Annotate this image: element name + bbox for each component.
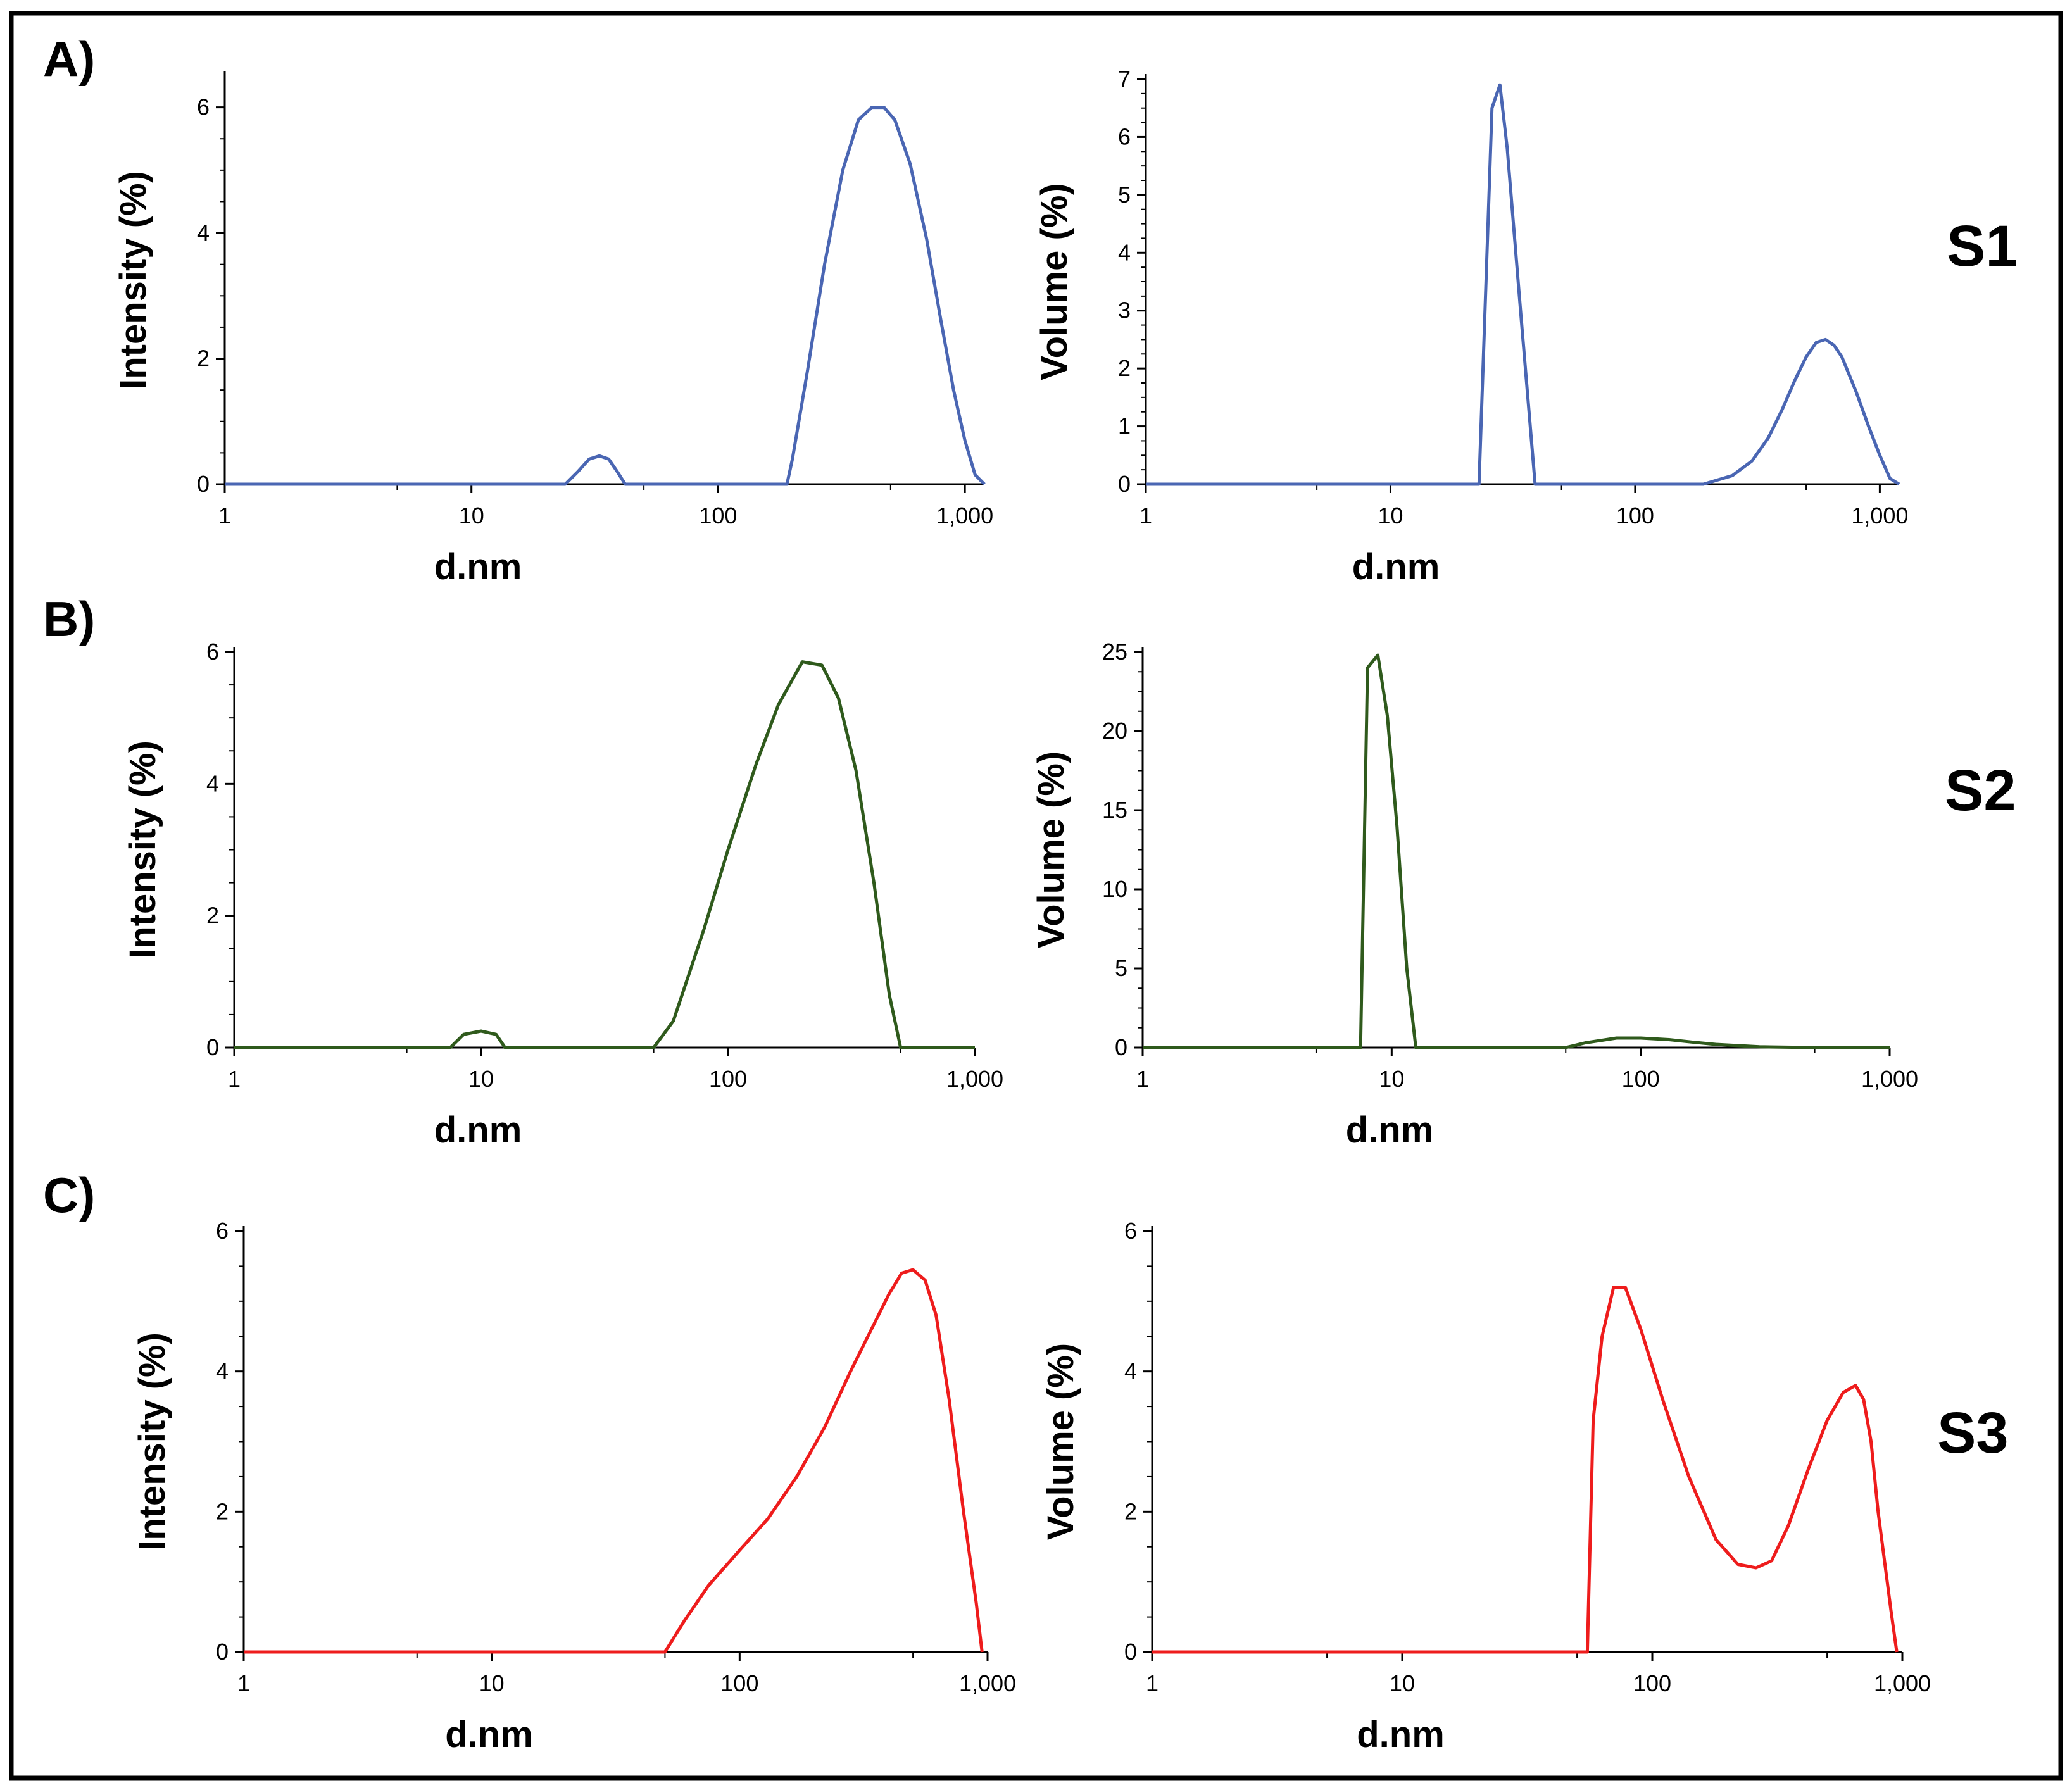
x-tick-label: 1,000 <box>959 1670 1016 1696</box>
sample-label-s1: S1 <box>1947 214 2018 279</box>
y-tick-label: 6 <box>1118 123 1131 149</box>
chart-C-intensity: 0 2 4 6 1 10 100 1,000 d.nm Intensity (%) <box>132 1218 1016 1755</box>
figure-border <box>9 11 2063 1781</box>
y-tick-label: 20 <box>1102 718 1127 744</box>
y-tick-label: 7 <box>1118 66 1131 92</box>
x-tick-label: 10 <box>1378 503 1403 529</box>
x-tick-label: 10 <box>1390 1670 1415 1696</box>
y-tick-label: 0 <box>197 471 210 497</box>
x-tick-label: 100 <box>1622 1066 1660 1092</box>
y-axis-title: Intensity (%) <box>113 171 154 389</box>
series-line <box>225 106 986 486</box>
x-tick-label: 100 <box>1633 1670 1671 1696</box>
x-tick-label: 1 <box>218 503 231 529</box>
x-tick-label: 100 <box>699 503 737 529</box>
x-tick-label: 1 <box>237 1670 250 1696</box>
y-tick-label: 2 <box>1124 1498 1137 1524</box>
y-tick-label: 4 <box>216 1358 229 1384</box>
y-tick-label: 2 <box>216 1498 229 1524</box>
series-line <box>234 660 975 1049</box>
series-line <box>1152 1286 1899 1654</box>
panel-label-c: C) <box>43 1167 95 1223</box>
y-axis-title: Intensity (%) <box>122 741 163 959</box>
y-tick-label: 0 <box>216 1639 229 1665</box>
x-tick-label: 100 <box>1616 503 1654 529</box>
sample-label-s3: S3 <box>1937 1401 2009 1465</box>
x-tick-label: 1 <box>1146 1670 1158 1696</box>
x-tick-label: 100 <box>709 1066 747 1092</box>
sample-label-s2: S2 <box>1945 758 2016 823</box>
x-tick-label: 10 <box>468 1066 494 1092</box>
chart-A-intensity: 0 2 4 6 1 10 100 1,000 d.nm Intensity (%) <box>113 71 993 587</box>
panel-label-b: B) <box>43 591 95 647</box>
chart-C-volume: 0 2 4 6 1 10 100 1,000 d.nm Volume (%) <box>1040 1218 1931 1755</box>
series-line <box>1143 653 1890 1049</box>
y-tick-label: 6 <box>206 639 219 665</box>
y-tick-label: 4 <box>1124 1358 1137 1384</box>
y-tick-label: 5 <box>1115 955 1127 981</box>
x-axis-title: d.nm <box>445 1714 533 1755</box>
y-tick-label: 6 <box>216 1218 229 1244</box>
x-tick-label: 1,000 <box>1851 503 1908 529</box>
y-tick-label: 4 <box>206 770 219 796</box>
x-axis-title: d.nm <box>1357 1714 1445 1755</box>
y-tick-label: 25 <box>1102 639 1127 665</box>
x-tick-label: 1 <box>1140 503 1152 529</box>
y-tick-label: 4 <box>197 220 210 246</box>
y-tick-label: 10 <box>1102 876 1127 902</box>
y-tick-label: 3 <box>1118 297 1131 323</box>
y-axis-title: Volume (%) <box>1034 183 1075 380</box>
x-axis-title: d.nm <box>1346 1110 1434 1151</box>
x-axis-title: d.nm <box>434 1110 522 1151</box>
y-axis-title: Volume (%) <box>1040 1343 1081 1541</box>
x-tick-label: 100 <box>720 1670 758 1696</box>
y-tick-label: 15 <box>1102 797 1127 823</box>
x-tick-label: 1 <box>228 1066 241 1092</box>
series-line <box>244 1268 984 1654</box>
x-tick-label: 1 <box>1136 1066 1149 1092</box>
y-tick-label: 2 <box>1118 355 1131 381</box>
y-axis-title: Intensity (%) <box>132 1332 173 1551</box>
x-tick-label: 10 <box>1379 1066 1404 1092</box>
y-tick-label: 0 <box>1115 1034 1127 1060</box>
x-tick-label: 1,000 <box>1861 1066 1918 1092</box>
x-tick-label: 10 <box>459 503 484 529</box>
x-tick-label: 1,000 <box>936 503 993 529</box>
y-tick-label: 0 <box>1118 471 1131 497</box>
y-tick-label: 6 <box>1124 1218 1137 1244</box>
y-tick-label: 2 <box>206 903 219 929</box>
x-tick-label: 10 <box>479 1670 505 1696</box>
y-tick-label: 0 <box>1124 1639 1137 1665</box>
chart-B-intensity: 0 2 4 6 1 10 100 1,000 d.nm Intensity (%) <box>122 639 1003 1151</box>
y-tick-label: 6 <box>197 94 210 120</box>
x-axis-title: d.nm <box>434 546 522 587</box>
series-line <box>1146 83 1900 486</box>
y-axis-title: Volume (%) <box>1031 751 1072 949</box>
x-tick-label: 1,000 <box>1874 1670 1931 1696</box>
panel-label-a: A) <box>43 31 95 87</box>
y-tick-label: 1 <box>1118 413 1131 439</box>
x-tick-label: 1,000 <box>946 1066 1003 1092</box>
y-tick-label: 4 <box>1118 239 1131 265</box>
y-tick-label: 2 <box>197 346 210 372</box>
y-tick-label: 0 <box>206 1034 219 1060</box>
x-axis-title: d.nm <box>1352 546 1440 587</box>
chart-B-volume: 0 5 10 15 20 25 1 10 100 1,000 d.nm Volume (%) <box>1031 639 1918 1151</box>
y-tick-label: 5 <box>1118 182 1131 208</box>
